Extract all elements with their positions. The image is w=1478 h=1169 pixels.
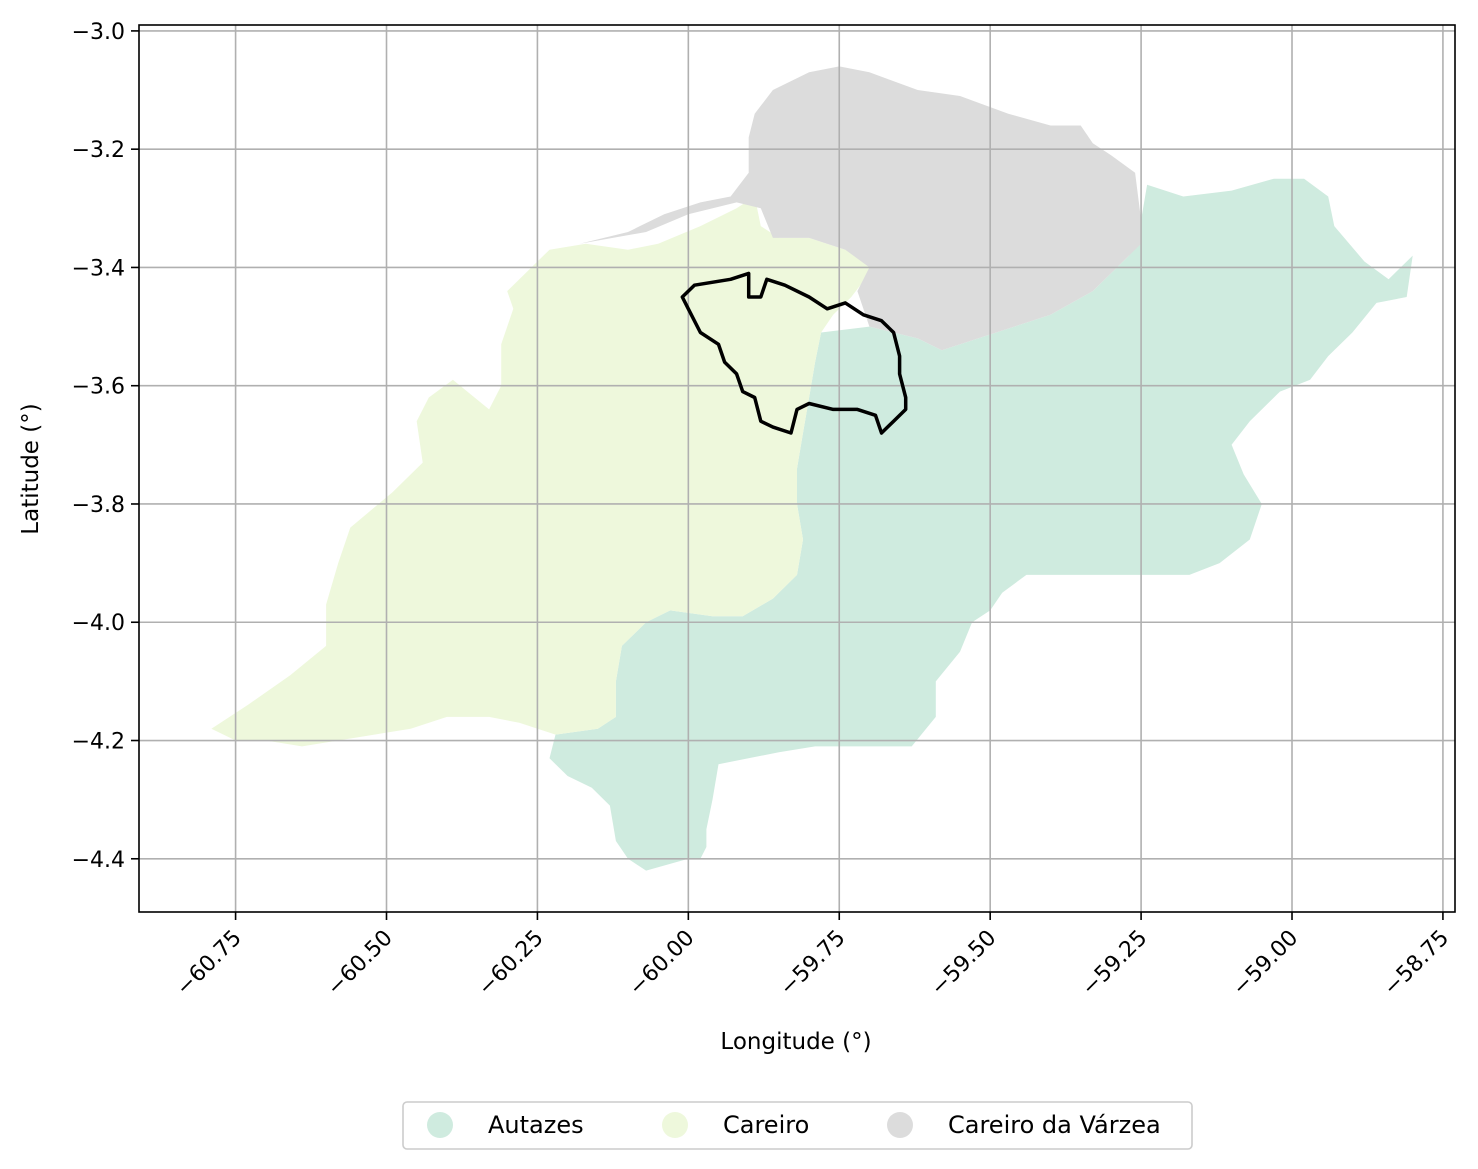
y-tick-label: −4.0 — [72, 611, 125, 636]
y-axis-title: Latitude (°) — [18, 403, 44, 534]
x-tick-label: −59.50 — [926, 926, 1001, 1001]
legend-marker-careiro — [662, 1112, 688, 1138]
y-tick-label: −4.4 — [72, 848, 125, 873]
x-tick-label: −60.50 — [322, 926, 397, 1001]
region-autazes — [549, 178, 1413, 871]
y-tick-label: −3.2 — [72, 138, 125, 163]
x-tick-label: −59.25 — [1077, 926, 1152, 1001]
boundary-outline — [680, 271, 908, 435]
legend-label-careiro: Careiro — [723, 1111, 809, 1139]
x-tick-label: −59.00 — [1228, 926, 1303, 1001]
x-tick-label: −60.75 — [172, 926, 247, 1001]
plot-area — [138, 24, 1456, 913]
plot-frame — [138, 24, 1456, 913]
x-axis: −60.75 −60.50 −60.25 −60.00 −59.75 −59.50 −59.… — [172, 912, 1454, 1001]
x-axis-title: Longitude (°) — [720, 1029, 871, 1055]
x-tick-label: −60.00 — [624, 926, 699, 1001]
y-axis: −3.0 −3.2 −3.4 −3.6 −3.8 −4.0 −4.2 −4.4 — [72, 20, 139, 873]
x-tick-label: −60.25 — [473, 926, 548, 1001]
legend-label-careiro-da-v-rzea: Careiro da Várzea — [948, 1111, 1161, 1139]
x-tick-label: −58.75 — [1379, 926, 1454, 1001]
y-tick-label: −3.6 — [72, 375, 125, 400]
legend: Autazes Careiro Careiro da Várzea — [402, 1101, 1193, 1150]
y-tick-label: −4.2 — [72, 730, 125, 755]
y-tick-label: −3.4 — [72, 256, 125, 281]
legend-marker-autazes — [427, 1112, 453, 1138]
legend-marker-careiro-da-v-rzea — [887, 1112, 913, 1138]
y-tick-label: −3.8 — [72, 493, 125, 518]
legend-label-autazes: Autazes — [488, 1111, 584, 1139]
legend-box — [402, 1101, 1193, 1150]
x-tick-label: −59.75 — [775, 926, 850, 1001]
y-tick-label: −3.0 — [72, 20, 125, 45]
region-careiro-da-v-rzea — [579, 66, 1142, 351]
